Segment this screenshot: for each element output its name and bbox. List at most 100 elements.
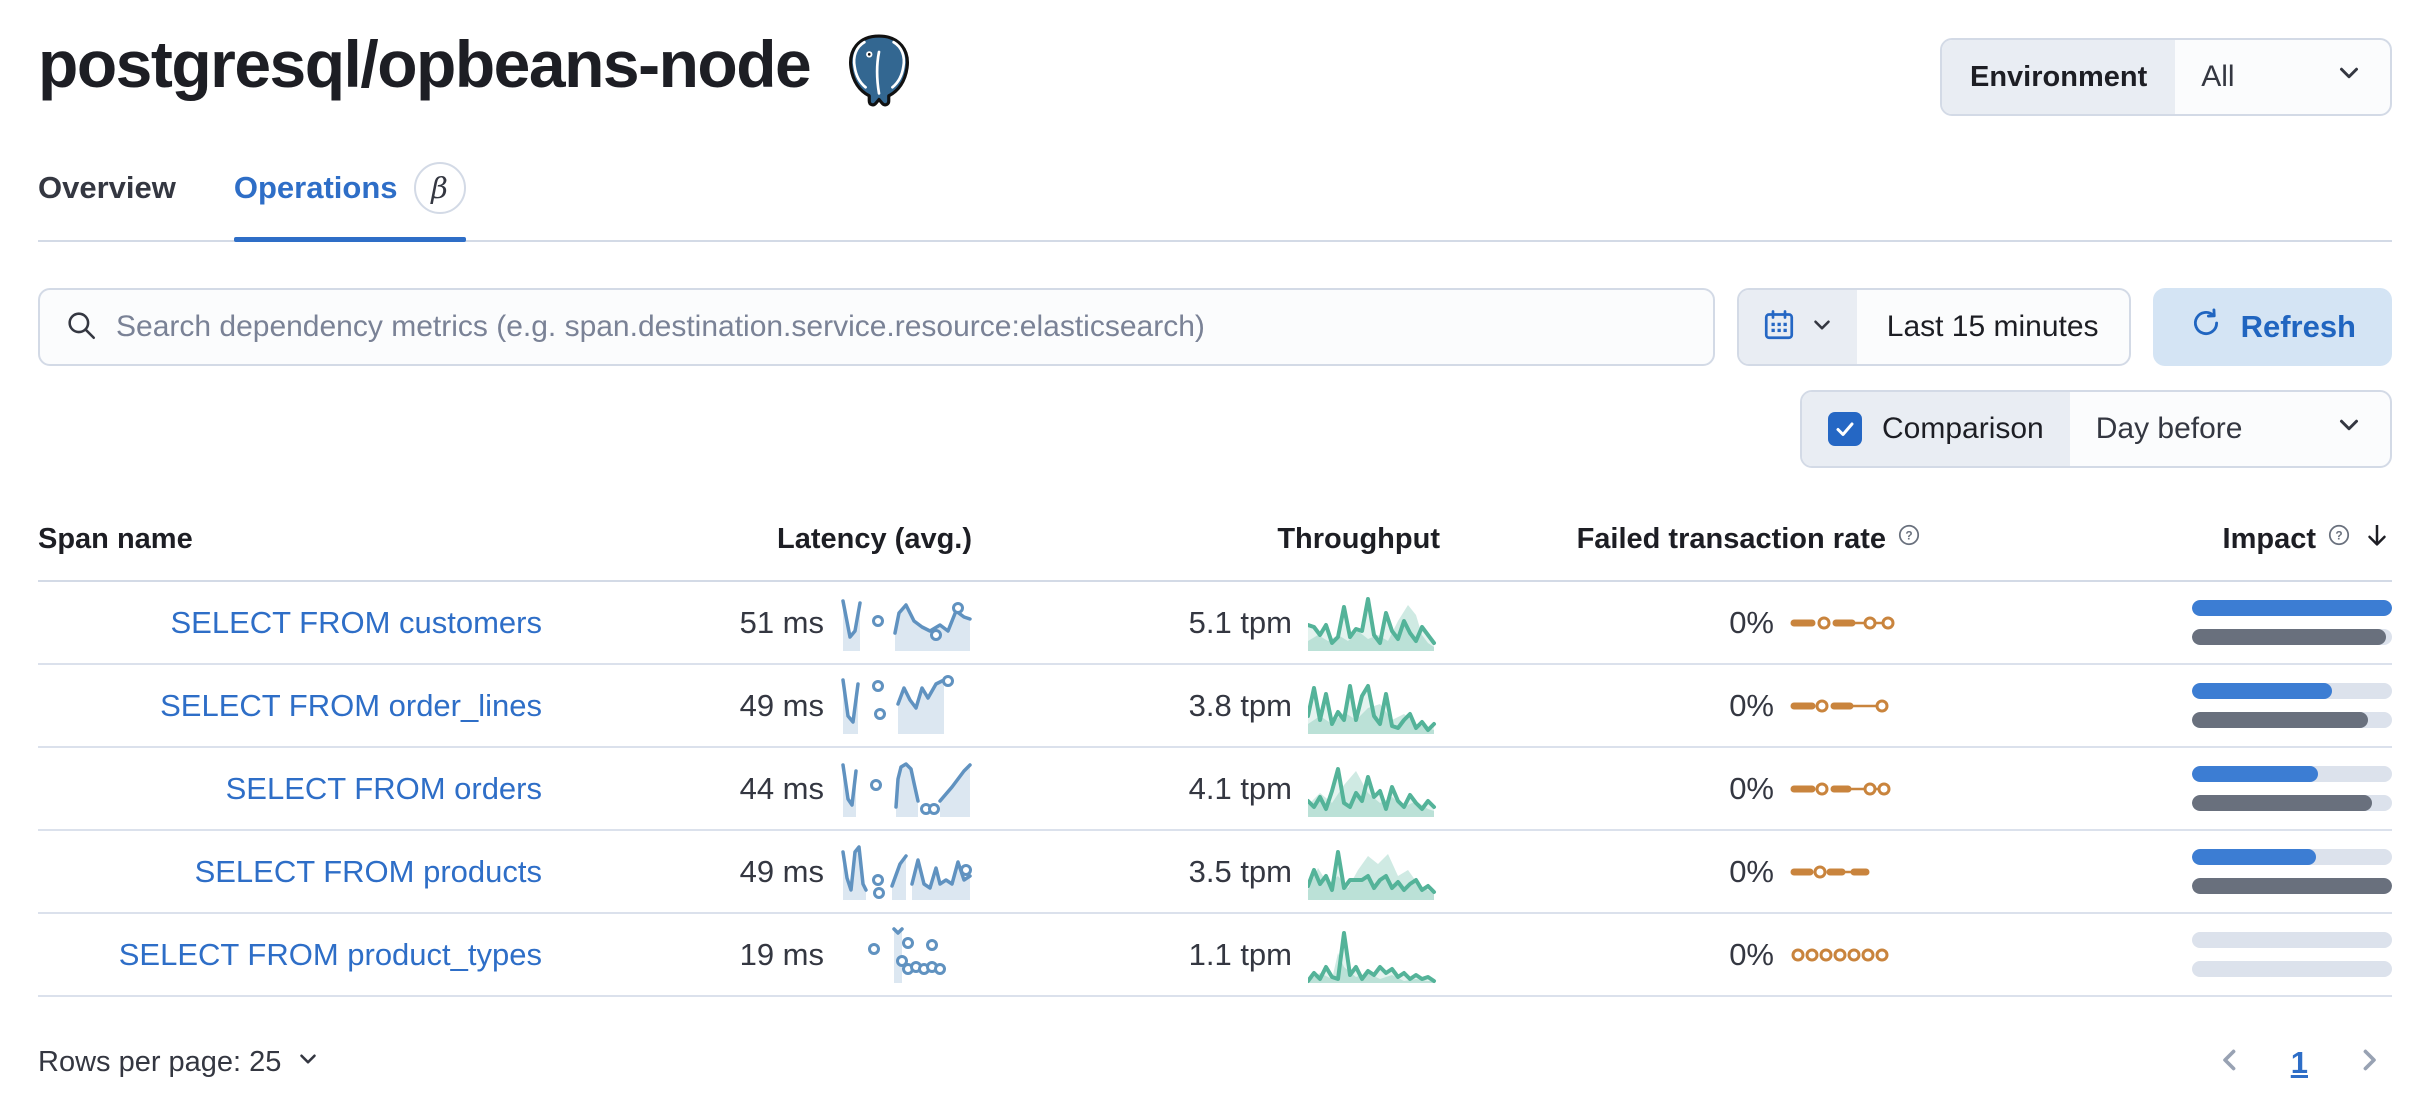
latency-sparkline	[841, 761, 972, 817]
tab-overview[interactable]: Overview	[38, 162, 176, 240]
filter-bar: Last 15 minutes Refresh	[38, 288, 2392, 366]
column-span-name[interactable]: Span name	[38, 522, 193, 555]
throughput-value: 5.1 tpm	[1188, 604, 1292, 640]
time-range-value[interactable]: Last 15 minutes	[1886, 310, 2099, 343]
postgresql-icon	[849, 34, 910, 107]
failed-rate-sparkline	[1790, 865, 1870, 878]
latency-sparkline	[841, 844, 972, 900]
table-body: SELECT FROM customers 51 ms 5.1 tpm 0% SELEC…	[38, 582, 2392, 997]
span-name-link[interactable]: SELECT FROM order_lines	[160, 687, 542, 723]
column-impact-label: Impact	[2222, 522, 2316, 555]
impact-bar-current	[2192, 600, 2392, 616]
latency-value: 44 ms	[739, 770, 824, 806]
throughput-sparkline	[1308, 849, 1436, 900]
column-failed-rate[interactable]: Failed transaction rate ?	[1440, 522, 1922, 556]
refresh-button[interactable]: Refresh	[2152, 288, 2392, 366]
failed-rate-sparkline	[1790, 699, 1889, 712]
latency-value: 49 ms	[739, 853, 824, 889]
table-row: SELECT FROM order_lines 49 ms 3.8 tpm 0%	[38, 665, 2392, 748]
impact-bar-previous	[2192, 961, 2392, 977]
throughput-value: 3.8 tpm	[1188, 687, 1292, 723]
failed-rate-value: 0%	[1729, 770, 1774, 806]
failed-rate-sparkline	[1791, 948, 1889, 961]
sort-descending-icon	[2362, 520, 2392, 558]
date-picker-quick-menu[interactable]	[1738, 290, 1857, 364]
search-icon	[64, 308, 98, 347]
table-row: SELECT FROM product_types 19 ms 1.1 tpm 0%	[38, 914, 2392, 997]
impact-bar-previous	[2192, 712, 2392, 728]
failed-rate-value: 0%	[1729, 604, 1774, 640]
table-row: SELECT FROM customers 51 ms 5.1 tpm 0%	[38, 582, 2392, 665]
throughput-value: 3.5 tpm	[1188, 853, 1292, 889]
next-page-button[interactable]	[2352, 1043, 2386, 1082]
span-name-link[interactable]: SELECT FROM product_types	[118, 936, 542, 972]
help-icon: ?	[2326, 522, 2352, 556]
latency-value: 19 ms	[739, 936, 824, 972]
comparison-label: Comparison	[1882, 412, 2044, 445]
comparison-select[interactable]: Day before	[2070, 392, 2390, 466]
help-icon: ?	[1896, 522, 1922, 556]
failed-rate-value: 0%	[1729, 687, 1774, 723]
column-failed-rate-label: Failed transaction rate	[1576, 522, 1886, 555]
impact-bar-current	[2192, 849, 2392, 865]
span-name-link[interactable]: SELECT FROM orders	[225, 770, 542, 806]
svg-text:?: ?	[2335, 528, 2342, 542]
chevron-down-icon	[1809, 312, 1835, 343]
previous-page-button[interactable]	[2213, 1043, 2247, 1082]
failed-rate-value: 0%	[1729, 853, 1774, 889]
impact-bars	[2192, 849, 2392, 894]
date-picker: Last 15 minutes	[1736, 288, 2131, 366]
impact-bars	[2192, 932, 2392, 977]
refresh-icon	[2189, 306, 2223, 348]
latency-value: 51 ms	[739, 604, 824, 640]
page-number-1[interactable]: 1	[2290, 1044, 2308, 1080]
chevron-down-icon	[2334, 410, 2364, 448]
impact-bar-current	[2192, 766, 2392, 782]
throughput-sparkline	[1308, 596, 1436, 651]
chevron-down-icon	[2334, 58, 2364, 96]
rows-per-page-button[interactable]: Rows per page: 25	[38, 1046, 321, 1080]
calendar-icon	[1761, 307, 1797, 348]
impact-bars	[2192, 683, 2392, 728]
throughput-sparkline	[1308, 683, 1436, 734]
column-latency[interactable]: Latency (avg.)	[777, 522, 972, 555]
table-pagination: Rows per page: 25 1	[38, 1043, 2392, 1082]
latency-sparkline	[841, 674, 954, 734]
throughput-sparkline	[1308, 766, 1436, 817]
tab-operations[interactable]: Operations β	[233, 162, 466, 242]
tab-bar: Overview Operations β	[38, 162, 2392, 242]
failed-rate-sparkline	[1790, 616, 1895, 629]
span-name-link[interactable]: SELECT FROM customers	[170, 604, 542, 640]
table-header: Span name Latency (avg.) Throughput Fail…	[38, 520, 2392, 582]
throughput-sparkline	[1308, 930, 1436, 983]
beta-badge: β	[413, 162, 466, 214]
search-input[interactable]	[114, 309, 1689, 345]
environment-label: Environment	[1942, 40, 2176, 114]
column-throughput[interactable]: Throughput	[1277, 522, 1440, 555]
latency-sparkline	[868, 926, 946, 983]
column-impact[interactable]: Impact ?	[1922, 520, 2392, 558]
tab-overview-label: Overview	[38, 170, 176, 205]
impact-bar-previous	[2192, 795, 2392, 811]
comparison-control: Comparison Day before	[1800, 390, 2392, 468]
latency-sparkline	[841, 598, 972, 651]
impact-bar-previous	[2192, 629, 2392, 645]
comparison-checkbox[interactable]	[1828, 412, 1862, 446]
throughput-value: 4.1 tpm	[1188, 770, 1292, 806]
failed-rate-value: 0%	[1729, 936, 1774, 972]
comparison-value: Day before	[2095, 412, 2243, 445]
table-row: SELECT FROM orders 44 ms 4.1 tpm 0%	[38, 748, 2392, 831]
environment-value: All	[2201, 60, 2235, 93]
table-row: SELECT FROM products 49 ms 3.5 tpm 0%	[38, 831, 2392, 914]
svg-text:?: ?	[1905, 528, 1912, 542]
environment-select[interactable]: Environment All	[1940, 38, 2392, 116]
impact-bar-current	[2192, 683, 2392, 699]
impact-bar-current	[2192, 932, 2392, 948]
tab-operations-label: Operations	[233, 170, 398, 205]
impact-bars	[2192, 766, 2392, 811]
failed-rate-sparkline	[1790, 782, 1891, 795]
impact-bar-previous	[2192, 878, 2392, 894]
page-header: postgresql/opbeans-node Environment All	[38, 0, 2392, 116]
span-name-link[interactable]: SELECT FROM products	[194, 853, 542, 889]
operations-table: Span name Latency (avg.) Throughput Fail…	[38, 520, 2392, 997]
